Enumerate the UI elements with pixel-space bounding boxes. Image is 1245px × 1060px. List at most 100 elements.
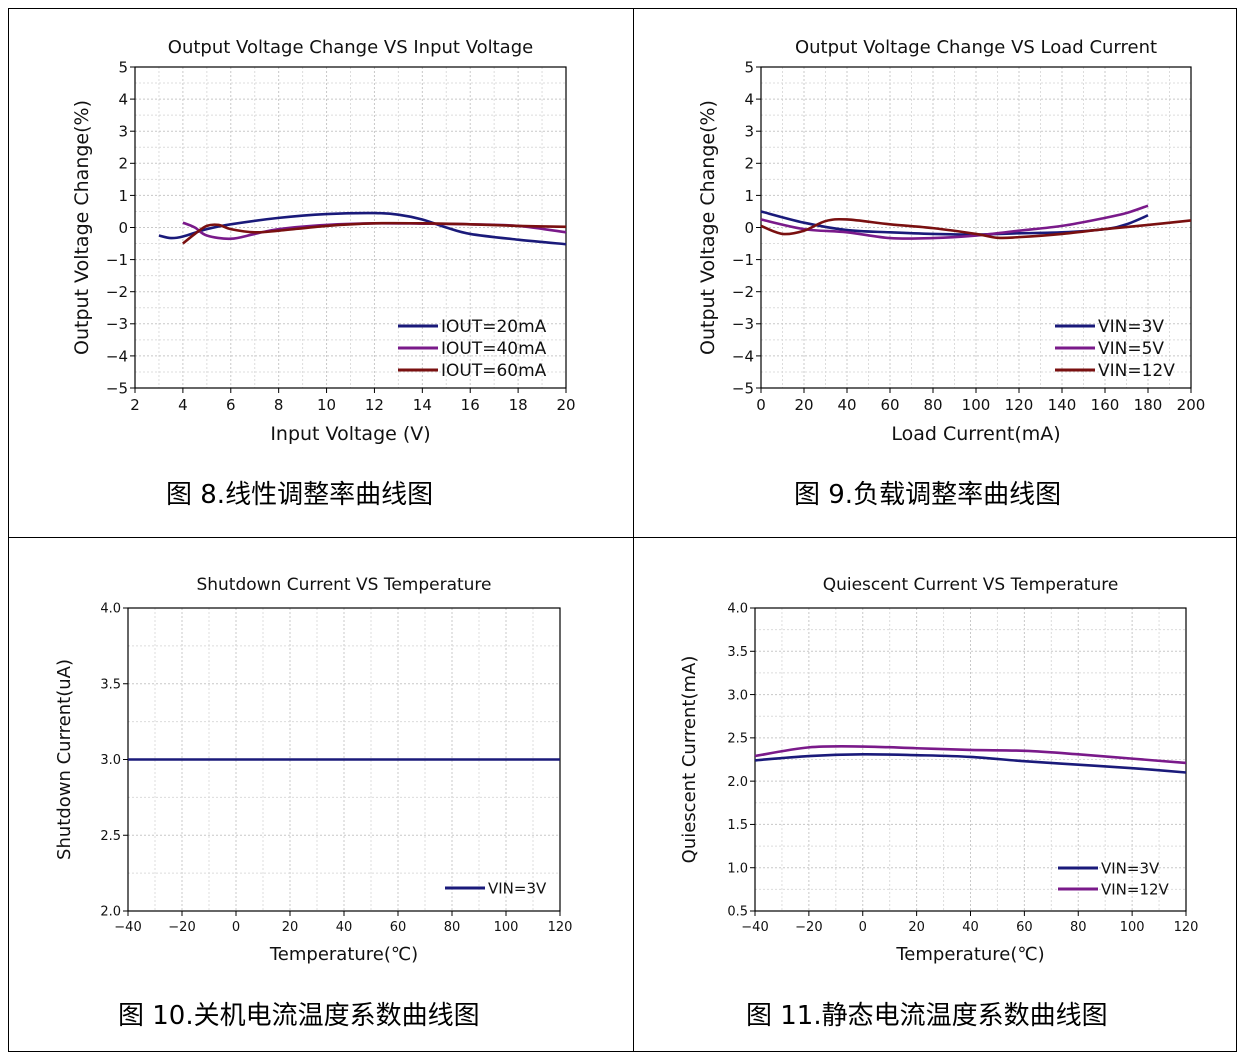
y-axis-label: Output Voltage Change(%) — [71, 100, 93, 355]
series-line — [760, 204, 1149, 240]
y-tick-label: 0.5 — [727, 905, 748, 920]
y-tick-label: −2 — [106, 283, 128, 301]
x-tick-label: 120 — [1174, 920, 1199, 935]
figure-table-border — [8, 8, 1237, 1052]
x-tick-label: 4 — [178, 396, 188, 414]
series-line — [754, 752, 1187, 774]
x-tick-label: 200 — [1177, 396, 1206, 414]
x-tick-label: 20 — [908, 920, 925, 935]
y-axis-label: Quiescent Current(mA) — [679, 656, 700, 864]
legend-label: VIN=12V — [1098, 361, 1175, 381]
y-tick-label: 3.5 — [727, 645, 748, 660]
x-tick-label: −40 — [741, 920, 768, 935]
x-tick-label: 2 — [130, 396, 140, 414]
caption-figure-8: 图 8.线性调整率曲线图 — [166, 480, 434, 510]
legend-label: VIN=12V — [1101, 880, 1170, 898]
series-line — [760, 217, 1192, 240]
y-tick-label: 3 — [118, 123, 128, 141]
y-tick-label: 3 — [744, 123, 754, 141]
x-axis-label: Temperature(℃) — [269, 944, 418, 965]
x-tick-label: 80 — [923, 396, 942, 414]
y-tick-label: 3.0 — [727, 688, 748, 703]
table-divider-vertical — [633, 8, 634, 1052]
caption-figure-9: 图 9.负载调整率曲线图 — [794, 480, 1062, 510]
y-tick-label: −4 — [732, 347, 754, 365]
x-tick-label: 0 — [859, 920, 867, 935]
x-tick-label: 20 — [282, 920, 299, 935]
x-axis-label: Temperature(℃) — [895, 944, 1044, 965]
y-tick-label: −5 — [106, 379, 128, 397]
y-tick-label: 0 — [744, 219, 754, 237]
x-tick-label: 0 — [232, 920, 240, 935]
legend-label: IOUT=40mA — [441, 339, 547, 359]
y-tick-label: −4 — [106, 347, 128, 365]
y-tick-label: 2.5 — [727, 732, 748, 747]
y-tick-label: −3 — [732, 315, 754, 333]
x-tick-label: −20 — [168, 920, 195, 935]
y-tick-label: 4 — [118, 91, 128, 109]
y-tick-label: 3.0 — [100, 753, 121, 768]
y-tick-label: 2.5 — [100, 829, 121, 844]
x-tick-label: 10 — [317, 396, 336, 414]
x-tick-label: 12 — [365, 396, 384, 414]
y-tick-label: 1 — [744, 187, 754, 205]
x-tick-label: 80 — [1070, 920, 1087, 935]
y-tick-label: 2 — [118, 155, 128, 173]
x-tick-label: 140 — [1048, 396, 1077, 414]
x-tick-label: 60 — [880, 396, 899, 414]
x-tick-label: 20 — [794, 396, 813, 414]
x-tick-label: 100 — [962, 396, 991, 414]
series-line — [182, 221, 567, 245]
y-axis-label: Output Voltage Change(%) — [697, 100, 719, 355]
legend-label: IOUT=20mA — [441, 317, 547, 337]
y-tick-label: 3.5 — [100, 677, 121, 692]
legend-label: VIN=5V — [1098, 339, 1164, 359]
x-tick-label: 120 — [1005, 396, 1034, 414]
x-tick-label: 120 — [548, 920, 573, 935]
x-tick-label: 100 — [494, 920, 519, 935]
y-axis-label: Shutdown Current(uA) — [54, 659, 75, 860]
x-tick-label: −40 — [114, 920, 141, 935]
y-tick-label: 5 — [118, 58, 128, 76]
y-tick-label: −1 — [732, 251, 754, 269]
x-tick-label: 8 — [274, 396, 284, 414]
y-tick-label: −3 — [106, 315, 128, 333]
chart-title: Shutdown Current VS Temperature — [196, 575, 491, 595]
x-axis-label: Load Current(mA) — [891, 423, 1060, 445]
y-tick-label: 4.0 — [727, 602, 748, 617]
series-line — [754, 744, 1187, 765]
x-tick-label: 6 — [226, 396, 236, 414]
chart-title: Output Voltage Change VS Input Voltage — [168, 37, 533, 58]
y-tick-label: 4 — [744, 91, 754, 109]
caption-figure-10: 图 10.关机电流温度系数曲线图 — [118, 1001, 480, 1031]
y-tick-label: 1.5 — [727, 818, 748, 833]
x-tick-label: 60 — [390, 920, 407, 935]
x-tick-label: −20 — [795, 920, 822, 935]
legend-label: VIN=3V — [1101, 859, 1160, 877]
x-tick-label: 80 — [444, 920, 461, 935]
x-tick-label: 0 — [756, 396, 766, 414]
chart-title: Output Voltage Change VS Load Current — [795, 37, 1157, 58]
y-tick-label: 2 — [744, 155, 754, 173]
x-tick-label: 60 — [1016, 920, 1033, 935]
y-tick-label: 1.0 — [727, 861, 748, 876]
x-tick-label: 40 — [837, 396, 856, 414]
y-tick-label: −5 — [732, 379, 754, 397]
chart-title: Quiescent Current VS Temperature — [823, 575, 1119, 595]
x-tick-label: 40 — [336, 920, 353, 935]
y-tick-label: 2.0 — [100, 905, 121, 920]
y-tick-label: −1 — [106, 251, 128, 269]
x-tick-label: 100 — [1120, 920, 1145, 935]
table-divider-horizontal — [8, 537, 1237, 538]
x-tick-label: 16 — [461, 396, 480, 414]
x-tick-label: 18 — [509, 396, 528, 414]
y-tick-label: 1 — [118, 187, 128, 205]
y-tick-label: 5 — [744, 58, 754, 76]
x-tick-label: 180 — [1134, 396, 1163, 414]
x-tick-label: 20 — [556, 396, 575, 414]
y-tick-label: 4.0 — [100, 602, 121, 617]
